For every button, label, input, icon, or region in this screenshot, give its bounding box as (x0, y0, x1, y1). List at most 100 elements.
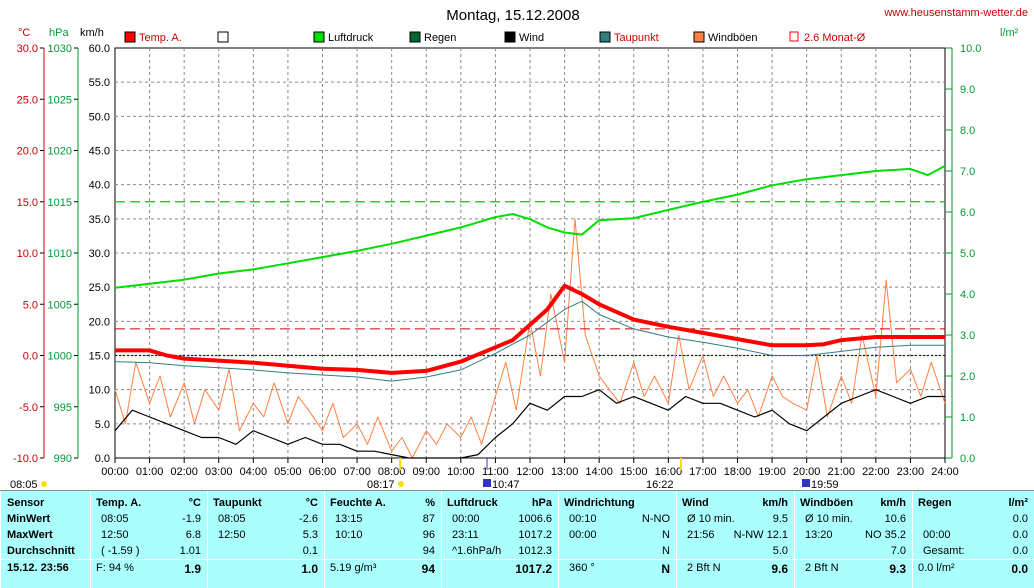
cell-note: ( -1.59 ) (101, 545, 140, 557)
cell-note: 360 ° (569, 562, 595, 574)
col-head: Feuchte A. (330, 497, 386, 509)
time-tick: 05:00 (274, 466, 302, 478)
cell-value: N (662, 529, 670, 541)
col-unit: km/h (762, 497, 788, 509)
cell-note: 12:50 (218, 529, 246, 541)
press-tick: 1000 (48, 351, 72, 363)
cell-value: -2.6 (299, 513, 318, 525)
legend-label: Luftdruck (328, 32, 374, 44)
time-tick: 20:00 (793, 466, 821, 478)
series (114, 165, 946, 459)
cell-note: Gesamt: (923, 545, 965, 557)
time-tick: 00:00 (101, 466, 129, 478)
rain-tick: 0.0 (960, 453, 975, 465)
temp-tick: -10.0 (13, 453, 38, 465)
sunset-time: 16:22 (646, 479, 674, 490)
cell-value: 96 (422, 529, 435, 541)
cell-value: 0.0 (1012, 513, 1028, 525)
wind-tick: 35.0 (89, 214, 110, 226)
rain-tick: 2.0 (960, 371, 975, 383)
wind-tick: 15.0 (89, 351, 110, 363)
cell-note: F: 94 % (96, 562, 134, 574)
stats-separator (0, 559, 1034, 560)
cell-value: 5.0 (772, 545, 788, 557)
time-tick: 01:00 (136, 466, 164, 478)
legend-swatch (217, 31, 229, 43)
legend-label: Wind (519, 32, 544, 44)
col-unit: % (425, 497, 435, 509)
cell-value: 9.6 (771, 562, 788, 576)
stats-col-dew: Taupunkt °C 08:05 -2.6 12:50 5.3 0.1 1.0 (207, 491, 324, 588)
cell-note: 5.19 g/m³ (330, 562, 377, 574)
cell-value: 1012.3 (518, 545, 552, 557)
legend-label: Temp. A. (139, 32, 182, 44)
cell-value: 1006.6 (518, 513, 552, 525)
cell-note: 23:11 (452, 529, 479, 541)
cell-note: 2 Bft N (805, 562, 839, 574)
cell-value: 6.8 (185, 529, 201, 541)
time-tick: 15:00 (620, 466, 648, 478)
legend-swatch (789, 31, 799, 42)
stats-col-hum: Feuchte A.% 13:15 87 10:10 96 94 5.19 g/m³ 94 (324, 491, 441, 588)
cell-value: 94 (421, 562, 435, 576)
wind-tick: 10.0 (89, 385, 110, 397)
press-tick: 1010 (48, 248, 72, 260)
press-tick: 990 (54, 453, 72, 465)
time-tick: 12:00 (516, 466, 544, 478)
rain-unit: l/m² (1000, 27, 1019, 39)
series-wind (114, 389, 945, 459)
temp-tick: 5.0 (23, 299, 38, 311)
sun-icon (41, 481, 47, 487)
col-head: Luftdruck (447, 497, 498, 509)
legend-label: Taupunkt (614, 32, 659, 44)
col-head: Regen (918, 497, 952, 509)
time-tick: 19:00 (758, 466, 786, 478)
press-unit: hPa (49, 27, 69, 39)
press-tick: 1005 (48, 299, 72, 311)
series-luftdruck (114, 165, 946, 289)
legend-swatch (599, 31, 611, 43)
temp-tick: 20.0 (17, 146, 38, 158)
time-tick: 24:00 (931, 466, 959, 478)
series-taupunkt (114, 300, 945, 382)
legend-swatch (504, 31, 516, 43)
col-head: Windböen (800, 497, 854, 509)
cell-value: NO 35.2 (865, 529, 906, 541)
cell-note: 00:00 (569, 529, 597, 541)
wind-tick: 5.0 (95, 419, 110, 431)
row-label: 15.12. 23:56 (7, 562, 69, 574)
cell-note: 13:20 (805, 529, 833, 541)
sunrise-time: 08:05 (10, 479, 38, 490)
stats-col-press: Luftdruck hPa 00:00 1006.6 23:11 1017.2 ^1.6hP… (441, 491, 558, 588)
cell-note: 00:00 (452, 513, 480, 525)
site-url[interactable]: www.heusenstamm-wetter.de (883, 7, 1028, 19)
temp-tick: 30.0 (17, 43, 38, 55)
time-tick: 08:00 (378, 466, 406, 478)
time-tick: 17:00 (689, 466, 717, 478)
col-head: Temp. A. (96, 497, 142, 509)
cell-value: 1.0 (301, 562, 318, 576)
cell-value: 1.01 (179, 545, 201, 557)
rain-tick: 3.0 (960, 330, 975, 342)
temp-unit: °C (18, 27, 30, 39)
stats-table: Sensor MinWert MaxWert Durchschnitt 15.12. 2… (0, 490, 1034, 588)
cell-value: 0.1 (302, 545, 318, 557)
cell-note: 10:10 (335, 529, 363, 541)
legend-label: Regen (424, 32, 456, 44)
cell-value: 5.3 (302, 529, 318, 541)
press-tick: 1025 (48, 94, 72, 106)
cell-value: 1.9 (184, 562, 201, 576)
legend-swatch (409, 31, 421, 43)
col-unit: l/m² (1008, 497, 1028, 509)
stats-col-rain: Regen l/m² 0.0 00:00 0.0 Gesamt: 0.0 0.0 l/m² 0.… (912, 491, 1034, 588)
time-tick: 21:00 (827, 466, 855, 478)
cell-value: 0.0 (1011, 562, 1028, 576)
cell-note: 00:00 (923, 529, 951, 541)
press-tick: 1015 (48, 197, 72, 209)
cell-note: 2 Bft N (687, 562, 721, 574)
cell-note: Ø 10 min. (805, 513, 853, 525)
event-t2: 10:47 (492, 479, 520, 490)
event-t1: 08:17 (367, 479, 395, 490)
col-head: Taupunkt (213, 497, 262, 509)
cell-value: 1017.2 (515, 562, 552, 576)
